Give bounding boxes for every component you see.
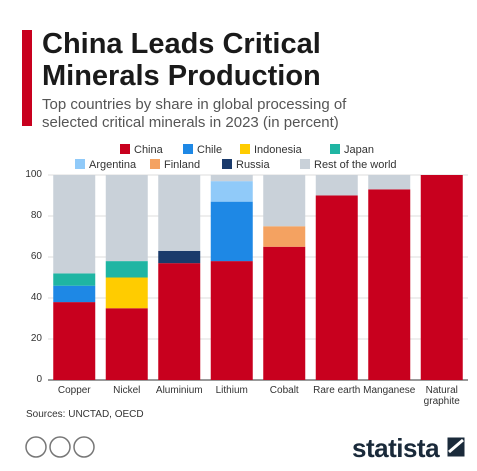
legend-item: Finland — [150, 159, 200, 171]
legend-item: China — [120, 144, 163, 156]
bar-segment — [105, 277, 148, 309]
x-tick-label: Cobalt — [269, 385, 299, 396]
legend-item: Argentina — [75, 159, 136, 171]
bar-segment — [263, 175, 306, 227]
bar-segment — [263, 246, 306, 380]
legend-item: Rest of the world — [300, 159, 397, 171]
x-tick-label: Nickel — [113, 385, 141, 396]
chart-title: China Leads Critical Minerals Production — [42, 28, 321, 92]
bar-segment — [105, 308, 148, 380]
bar-segment — [105, 175, 148, 262]
x-tick-label: Manganese — [363, 385, 416, 396]
bar-segment — [315, 195, 358, 380]
bar-segment — [53, 285, 96, 303]
legend-label: Indonesia — [254, 144, 302, 156]
x-tick-label: Copper — [57, 385, 91, 396]
legend-swatch — [120, 144, 130, 154]
bar-segment — [105, 261, 148, 278]
bar-segment — [158, 175, 201, 251]
x-tick-label: Aluminium — [155, 385, 203, 396]
legend-label: Russia — [236, 159, 270, 171]
legend-swatch — [75, 159, 85, 169]
y-tick-label: 20 — [30, 333, 42, 344]
y-tick-label: 0 — [36, 374, 42, 385]
legend-label: Rest of the world — [314, 159, 397, 171]
bar-segment — [53, 273, 96, 286]
bar-segment — [420, 175, 463, 380]
brand: statista — [352, 433, 440, 463]
legend-item: Russia — [222, 159, 270, 171]
y-tick-label: 100 — [25, 169, 42, 180]
legend-label: Japan — [344, 144, 374, 156]
bar-segment — [210, 181, 253, 202]
bar-segment — [368, 175, 411, 190]
legend-swatch — [330, 144, 340, 154]
accent-bar — [22, 30, 32, 126]
bar-segment — [210, 201, 253, 262]
logo-icon — [444, 434, 468, 460]
bar-segment — [158, 263, 201, 380]
bar-segment — [368, 189, 411, 380]
x-tick-label: Natural graphite — [423, 385, 460, 407]
y-tick-label: 40 — [30, 292, 42, 303]
legend-item: Indonesia — [240, 144, 302, 156]
bar-segment — [53, 175, 96, 274]
legend-label: Chile — [197, 144, 223, 156]
bar-segment — [263, 226, 306, 247]
legend-swatch — [222, 159, 232, 169]
bar-segment — [53, 302, 96, 380]
bar-segment — [158, 250, 201, 264]
x-tick-label: Lithium — [215, 385, 248, 396]
legend-label: Argentina — [89, 159, 137, 171]
legend-swatch — [300, 159, 310, 169]
source: Sources: UNCTAD, OECD — [26, 409, 144, 420]
cc-icons — [25, 436, 95, 458]
y-tick-label: 60 — [30, 251, 42, 262]
x-tick-label: Rare earth — [313, 385, 361, 396]
bar-segment — [315, 175, 358, 196]
legend-item: Japan — [330, 144, 374, 156]
subtitle: Top countries by share in global process… — [42, 96, 347, 131]
bar-segment — [210, 261, 253, 380]
bar-segment — [210, 175, 253, 182]
legend-label: China — [134, 144, 163, 156]
legend-swatch — [240, 144, 250, 154]
legend-swatch — [183, 144, 193, 154]
legend-item: Chile — [183, 144, 222, 156]
legend-label: Finland — [164, 159, 201, 171]
y-tick-label: 80 — [30, 210, 42, 221]
legend-swatch — [150, 159, 160, 169]
